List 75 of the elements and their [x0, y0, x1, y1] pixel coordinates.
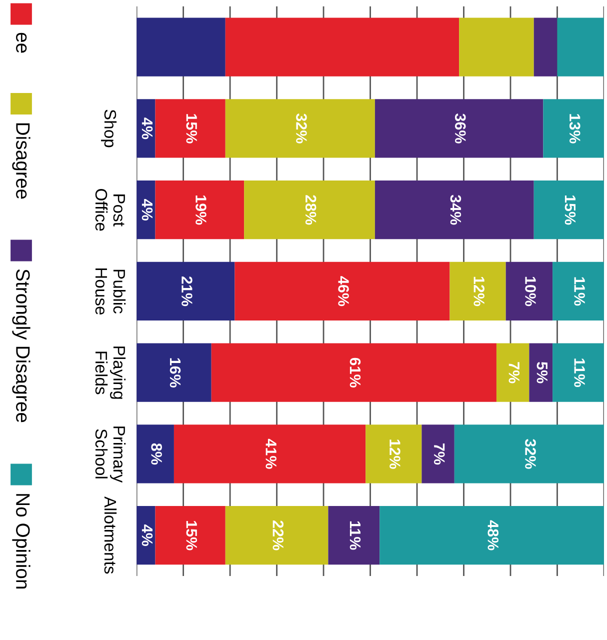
data-label: 7% [508, 362, 520, 384]
bar [374, 99, 544, 158]
bar [534, 18, 558, 76]
bar [155, 506, 226, 565]
bar [155, 180, 244, 240]
bar [552, 262, 604, 320]
data-label: 21% [182, 276, 192, 306]
bar [136, 424, 174, 484]
data-label: 22% [272, 520, 284, 550]
y-tick-label: Public House [95, 268, 126, 315]
bar [534, 180, 604, 240]
data-label: 7% [434, 444, 445, 465]
legend-label: ee [16, 32, 27, 53]
bar [225, 18, 460, 76]
data-label: 4% [142, 199, 153, 220]
data-label: 8% [151, 443, 162, 465]
bar [450, 262, 506, 320]
bar [552, 343, 604, 402]
bar [328, 506, 380, 565]
data-label: 46% [338, 276, 349, 306]
bar [366, 424, 422, 484]
data-label: 11% [574, 277, 585, 306]
bar [529, 343, 553, 402]
data-label: 34% [450, 194, 462, 225]
data-label: 15% [564, 196, 576, 225]
bar [136, 180, 156, 240]
data-label: 15% [186, 520, 198, 550]
legend-label: No Opinion [12, 494, 30, 589]
data-label: 36% [454, 114, 466, 144]
bar [136, 506, 156, 565]
bar [422, 424, 454, 484]
data-label: 12% [474, 276, 484, 306]
data-label: 41% [266, 438, 276, 469]
data-label: 4% [142, 524, 153, 546]
data-label: 11% [574, 358, 585, 388]
y-tick-label: Shop [101, 110, 117, 148]
bar [211, 343, 496, 402]
bar [557, 18, 604, 76]
bar [234, 262, 450, 320]
bar [136, 18, 226, 76]
data-label: 15% [186, 114, 198, 144]
bar [543, 99, 604, 158]
data-label: 32% [525, 439, 536, 469]
legend-label: Disagree [12, 123, 30, 199]
bar [454, 424, 604, 484]
bar [136, 262, 235, 320]
bar [136, 99, 156, 158]
data-label: 10% [525, 276, 536, 306]
bar [136, 343, 212, 402]
bar [380, 506, 604, 565]
bar [496, 343, 530, 402]
data-label: 5% [536, 362, 548, 384]
data-label: 12% [390, 440, 400, 469]
data-label: 32% [296, 114, 307, 144]
data-label: 11% [350, 521, 361, 550]
bar [225, 506, 328, 565]
bar [155, 99, 226, 158]
data-label: 4% [142, 118, 153, 140]
y-tick-label: Allotments [104, 496, 117, 574]
bar [225, 99, 375, 158]
bar [459, 18, 534, 76]
bar [174, 424, 366, 484]
data-label: 28% [305, 195, 316, 225]
data-label: 61% [350, 358, 361, 388]
y-tick-label: Primary School [95, 426, 126, 483]
legend-label: Strongly Disagree [12, 269, 30, 422]
data-label: 13% [569, 114, 580, 144]
data-label: 16% [170, 358, 181, 388]
bar [374, 180, 534, 240]
y-tick-label: Post Office [95, 189, 125, 231]
y-tick-label: Playing Fields [95, 346, 126, 399]
bar [506, 262, 553, 320]
data-label: 48% [488, 520, 499, 550]
data-label: 19% [196, 196, 206, 225]
bar [244, 180, 375, 240]
